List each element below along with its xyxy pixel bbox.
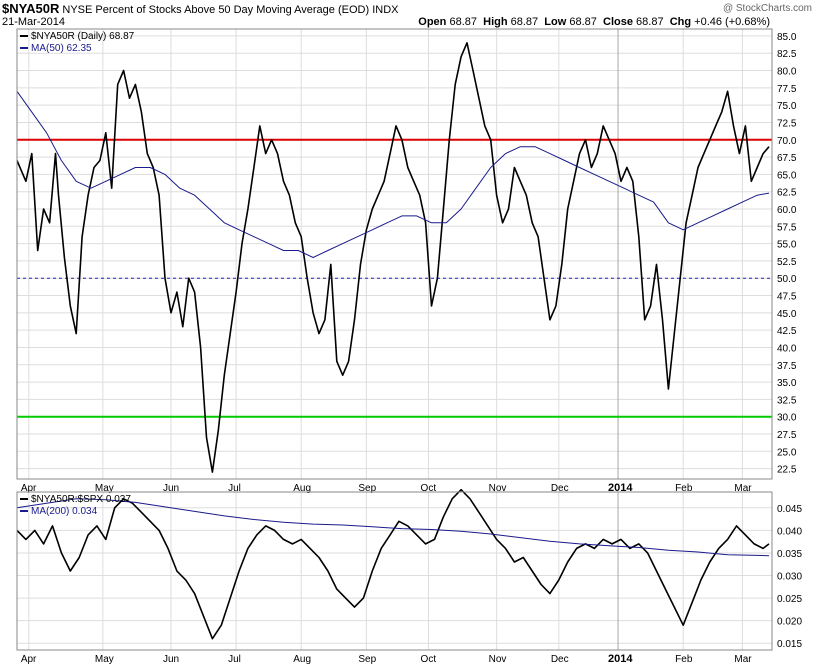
x-tick-label: 2014: [608, 482, 633, 494]
close-value: 68.87: [636, 16, 664, 28]
x-tick-label: Apr: [21, 654, 37, 665]
y-tick-label: 0.035: [777, 549, 802, 560]
high-label: High: [483, 16, 508, 28]
panel-frame: [16, 28, 773, 480]
legend-entry: $NYA50R (Daily) 68.87: [31, 31, 135, 42]
y-tick-label: 32.5: [777, 395, 797, 406]
description-label: NYSE Percent of Stocks Above 50 Day Movi…: [62, 4, 370, 16]
x-tick-label: Nov: [489, 483, 507, 494]
x-tick-label: Feb: [675, 483, 693, 494]
y-tick-label: 22.5: [777, 465, 797, 476]
stockcharts-watermark: @ StockCharts.com: [722, 3, 812, 14]
low-value: 68.87: [569, 16, 597, 28]
x-tick-label: May: [95, 654, 114, 665]
y-tick-label: 62.5: [777, 188, 797, 199]
y-tick-label: 70.0: [777, 136, 797, 147]
ohlc-readout: Open 68.87 High 68.87 Low 68.87 Close 68…: [418, 16, 770, 29]
x-tick-label: Dec: [551, 654, 569, 665]
chg-label: Chg: [669, 16, 692, 28]
y-tick-label: 40.0: [777, 343, 797, 354]
y-tick-label: 0.025: [777, 594, 802, 605]
open-value: 68.87: [449, 16, 477, 28]
series-line-moving-average: [16, 498, 770, 557]
x-tick-label: Dec: [551, 483, 569, 494]
open-label: Open: [418, 16, 447, 28]
y-tick-label: 30.0: [777, 413, 797, 424]
symbol-label: $NYA50R: [2, 1, 60, 16]
y-tick-label: 55.0: [777, 240, 797, 251]
series-line-price: [16, 41, 770, 473]
y-tick-label: 35.0: [777, 378, 797, 389]
legend-entry: MA(50) 62.35: [31, 43, 92, 54]
main-price-panel: 22.5 25.0 27.5 30.0 32.5 35.0 37.5 40.0 42.5 45.0…: [16, 28, 797, 494]
x-tick-label: Feb: [675, 654, 693, 665]
y-tick-label: 52.5: [777, 257, 797, 268]
x-tick-label: Jun: [163, 483, 179, 494]
y-tick-label: 77.5: [777, 84, 797, 95]
panel-frame: [16, 491, 773, 651]
x-tick-label: Oct: [421, 483, 437, 494]
legend-entry: $NYA50R:$SPX 0.037: [31, 494, 131, 505]
y-tick-label: 65.0: [777, 170, 797, 181]
y-tick-label: 80.0: [777, 67, 797, 78]
y-tick-label: 67.5: [777, 153, 797, 164]
x-tick-label: Apr: [21, 483, 37, 494]
close-label: Close: [603, 16, 633, 28]
y-tick-label: 37.5: [777, 361, 797, 372]
x-tick-label: Nov: [489, 654, 507, 665]
x-tick-label: Oct: [421, 654, 437, 665]
chg-value: +0.46 (+0.68%): [694, 16, 770, 28]
x-tick-label: Mar: [734, 654, 752, 665]
y-tick-label: 45.0: [777, 309, 797, 320]
y-tick-label: 0.020: [777, 617, 802, 628]
x-tick-label: Sep: [358, 483, 376, 494]
x-tick-label: May: [95, 483, 114, 494]
x-tick-label: Jun: [163, 654, 179, 665]
x-tick-label: Jul: [228, 654, 241, 665]
y-tick-label: 72.5: [777, 118, 797, 129]
y-tick-label: 60.0: [777, 205, 797, 216]
y-tick-label: 27.5: [777, 430, 797, 441]
chart-header: $NYA50R NYSE Percent of Stocks Above 50 …: [2, 2, 398, 17]
y-tick-label: 25.0: [777, 447, 797, 458]
ratio-panel: 0.015 0.020 0.025 0.030 0.035 0.040 0.045 Apr Ma…: [16, 488, 802, 665]
high-value: 68.87: [510, 16, 539, 28]
series-line-price: [16, 488, 770, 640]
y-tick-label: 75.0: [777, 101, 797, 112]
y-tick-label: 0.045: [777, 504, 802, 515]
y-tick-label: 0.040: [777, 526, 802, 537]
series-line-moving-average: [16, 91, 770, 258]
x-tick-label: 2014: [608, 653, 633, 665]
x-tick-label: Aug: [293, 483, 311, 494]
x-tick-label: Jul: [228, 483, 241, 494]
x-tick-label: Sep: [358, 654, 376, 665]
date-label: 21-Mar-2014: [2, 16, 65, 28]
y-tick-label: 47.5: [777, 292, 797, 303]
legend-entry: MA(200) 0.034: [31, 506, 98, 517]
x-tick-label: Mar: [734, 483, 752, 494]
low-label: Low: [544, 16, 567, 28]
y-tick-label: 85.0: [777, 32, 797, 43]
exchange-label: INDX: [372, 4, 399, 16]
y-tick-label: 0.030: [777, 572, 802, 583]
y-tick-label: 57.5: [777, 222, 797, 233]
y-tick-label: 50.0: [777, 274, 797, 285]
x-tick-label: Aug: [293, 654, 311, 665]
y-tick-label: 82.5: [777, 49, 797, 60]
watermark: @ StockCharts.com: [723, 2, 812, 15]
y-tick-label: 0.015: [777, 639, 802, 650]
y-tick-label: 42.5: [777, 326, 797, 337]
